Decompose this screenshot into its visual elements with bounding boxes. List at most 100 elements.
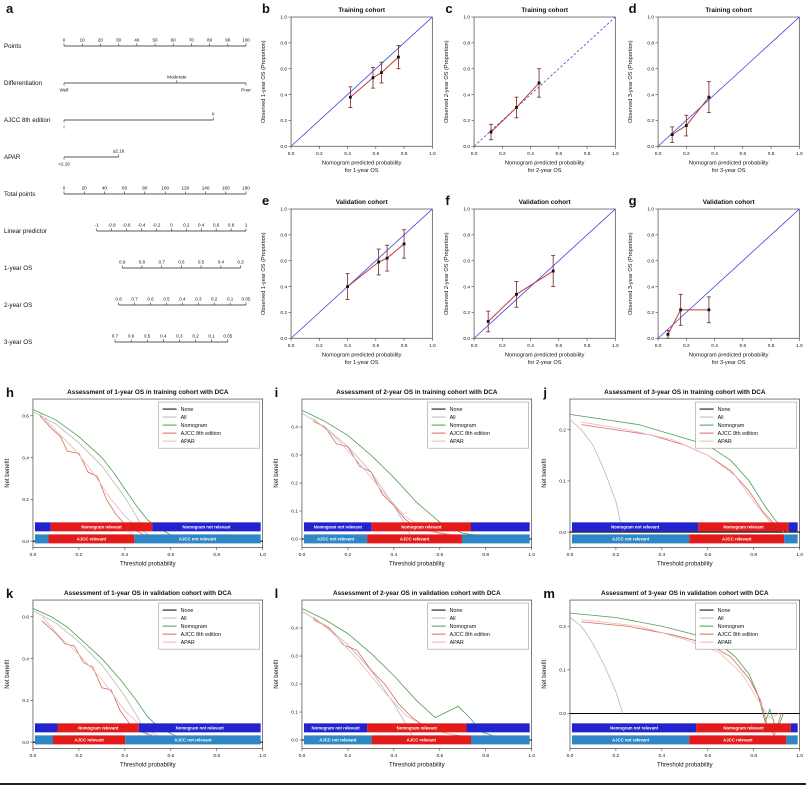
svg-text:0.2: 0.2 — [647, 310, 654, 316]
panel-letter-h: h — [6, 385, 14, 400]
svg-text:Threshold probability: Threshold probability — [389, 561, 445, 567]
svg-text:0.8: 0.8 — [647, 41, 654, 47]
svg-text:Nomogram predicted probability: Nomogram predicted probability — [505, 353, 585, 359]
svg-text:0.4: 0.4 — [291, 425, 298, 431]
svg-text:0.1: 0.1 — [208, 333, 215, 338]
svg-text:≥2.16: ≥2.16 — [113, 148, 125, 153]
panel-i-dca-2yr-training: i Assessment of 2-year OS in training co… — [269, 384, 538, 585]
svg-text:0.4: 0.4 — [344, 151, 351, 157]
svg-text:Nomogram: Nomogram — [449, 423, 476, 429]
svg-text:0.5: 0.5 — [163, 296, 170, 301]
svg-text:AJCC not relevant: AJCC not relevant — [317, 537, 355, 542]
svg-text:180: 180 — [242, 185, 250, 190]
svg-text:0.0: 0.0 — [464, 144, 471, 150]
svg-text:0.4: 0.4 — [659, 753, 666, 759]
svg-text:Assessment of 3-year OS in tra: Assessment of 3-year OS in training coho… — [605, 389, 767, 396]
svg-text:0.2: 0.2 — [280, 118, 287, 124]
svg-text:0.2: 0.2 — [22, 497, 29, 503]
svg-text:None: None — [449, 407, 462, 413]
svg-text:APAR: APAR — [4, 154, 21, 161]
svg-text:APAR: APAR — [449, 640, 463, 646]
svg-text:1.0: 1.0 — [612, 343, 619, 349]
svg-text:0.8: 0.8 — [584, 151, 591, 157]
svg-text:AJCC relevant: AJCC relevant — [74, 737, 104, 742]
svg-text:0.2: 0.2 — [683, 343, 690, 349]
panel-letter-m: m — [543, 585, 555, 601]
svg-text:AJCC not relevant: AJCC not relevant — [319, 737, 357, 742]
svg-text:0.3: 0.3 — [291, 453, 298, 459]
svg-text:0.4: 0.4 — [160, 333, 167, 338]
svg-text:0.2: 0.2 — [183, 222, 190, 227]
svg-text:10: 10 — [80, 37, 86, 42]
svg-text:Threshold probability: Threshold probability — [657, 561, 713, 567]
svg-text:0.8: 0.8 — [464, 233, 471, 239]
svg-text:0.2: 0.2 — [291, 481, 298, 487]
svg-text:40: 40 — [102, 185, 108, 190]
svg-text:0.0: 0.0 — [471, 343, 478, 349]
svg-text:AJCC 8th edition: AJCC 8th edition — [449, 431, 489, 437]
svg-text:Nomogram not relevant: Nomogram not relevant — [182, 525, 231, 530]
svg-text:for 1-year OS: for 1-year OS — [345, 168, 379, 174]
svg-text:Nomogram: Nomogram — [181, 624, 208, 630]
calibration-plot-2yr-training: Training cohort 0.0 0.2 0.4 0.6 0.8 1.0 0.0 0.2 0… — [444, 7, 619, 174]
svg-text:0.1: 0.1 — [227, 296, 234, 301]
svg-text:140: 140 — [202, 185, 210, 190]
svg-text:-0.2: -0.2 — [152, 222, 160, 227]
svg-text:0.4: 0.4 — [280, 285, 287, 291]
svg-text:0.0: 0.0 — [654, 151, 661, 157]
svg-text:0.6: 0.6 — [128, 333, 135, 338]
panel-k-dca-1yr-validation: k Assessment of 1-year OS in validation … — [0, 585, 269, 784]
svg-text:Assessment of 3-year OS in val: Assessment of 3-year OS in validation co… — [601, 590, 769, 597]
svg-text:AJCC relevant: AJCC relevant — [406, 737, 436, 742]
svg-text:Net benefit: Net benefit — [274, 659, 280, 688]
svg-text:0.2: 0.2 — [344, 753, 351, 759]
svg-text:None: None — [718, 407, 731, 413]
svg-text:AJCC 8th edition: AJCC 8th edition — [449, 632, 489, 638]
svg-text:0.6: 0.6 — [556, 343, 563, 349]
svg-text:0.8: 0.8 — [213, 552, 220, 558]
svg-text:0.5: 0.5 — [198, 259, 205, 264]
svg-text:Assessment of 2-year OS in tra: Assessment of 2-year OS in training coho… — [336, 389, 498, 396]
svg-text:0.2: 0.2 — [613, 753, 620, 759]
svg-text:Validation cohort: Validation cohort — [336, 199, 389, 206]
svg-text:All: All — [718, 415, 724, 421]
svg-text:Threshold probability: Threshold probability — [120, 561, 176, 567]
svg-text:30: 30 — [116, 37, 122, 42]
svg-text:Total points: Total points — [4, 191, 35, 198]
svg-text:Nomogram predicted probability: Nomogram predicted probability — [322, 160, 402, 166]
svg-text:0.1: 0.1 — [560, 479, 567, 485]
svg-text:Nomogram not relevant: Nomogram not relevant — [313, 525, 362, 530]
svg-text:<2.16: <2.16 — [58, 161, 70, 166]
svg-text:Training cohort: Training cohort — [522, 7, 569, 14]
panel-letter-j: j — [543, 385, 547, 400]
svg-text:0.6: 0.6 — [280, 66, 287, 72]
svg-text:Training cohort: Training cohort — [705, 7, 752, 14]
svg-text:0.6: 0.6 — [739, 151, 746, 157]
svg-text:Nomogram relevant: Nomogram relevant — [396, 725, 437, 730]
panel-m-dca-3yr-validation: m Assessment of 3-year OS in validation … — [537, 585, 806, 784]
dca-plot-2yr-validation: Assessment of 2-year OS in validation co… — [274, 590, 535, 768]
svg-text:Poor: Poor — [241, 87, 251, 92]
svg-text:50: 50 — [152, 37, 158, 42]
svg-text:0.4: 0.4 — [22, 656, 29, 662]
svg-text:20: 20 — [98, 37, 104, 42]
svg-text:0.6: 0.6 — [167, 753, 174, 759]
svg-text:APAR: APAR — [449, 439, 463, 445]
svg-text:0.7: 0.7 — [131, 296, 138, 301]
svg-text:0.6: 0.6 — [705, 753, 712, 759]
svg-text:Threshold probability: Threshold probability — [120, 762, 176, 768]
svg-text:Nomogram relevant: Nomogram relevant — [724, 725, 765, 730]
svg-text:0.8: 0.8 — [751, 552, 758, 558]
panel-letter-d: d — [628, 1, 637, 16]
svg-text:0.8: 0.8 — [213, 753, 220, 759]
svg-text:APAR: APAR — [181, 640, 195, 646]
svg-text:for 3-year OS: for 3-year OS — [712, 360, 746, 366]
svg-text:0.2: 0.2 — [316, 343, 323, 349]
svg-text:0.8: 0.8 — [280, 41, 287, 47]
svg-text:Nomogram relevant: Nomogram relevant — [401, 525, 442, 530]
svg-text:Nomogram: Nomogram — [449, 624, 476, 630]
svg-text:Net benefit: Net benefit — [5, 659, 11, 688]
svg-text:AJCC not relevant: AJCC not relevant — [612, 737, 650, 742]
svg-text:0.4: 0.4 — [344, 343, 351, 349]
svg-text:0.05: 0.05 — [223, 333, 232, 338]
